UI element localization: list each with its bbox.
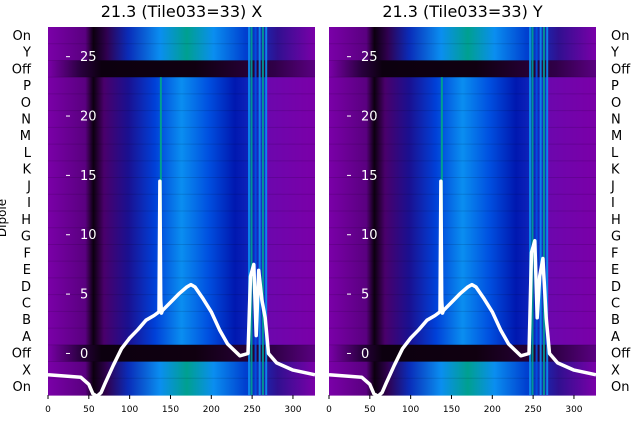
dipole-label: O	[611, 96, 621, 111]
heat-row	[329, 361, 596, 379]
dipole-label: Off	[611, 62, 631, 77]
x-tick-label: 50	[83, 405, 95, 415]
dipole-label: F	[24, 246, 31, 261]
x-tick-label: 300	[565, 405, 582, 415]
panel-title: 21.3 (Tile033=33) X	[101, 2, 263, 21]
dipole-label: Y	[610, 46, 619, 61]
dipole-label: On	[13, 380, 31, 395]
dipole-label: X	[22, 363, 31, 378]
dipole-label: C	[22, 297, 31, 312]
dipole-label: K	[611, 163, 620, 178]
dipole-label: E	[611, 263, 619, 278]
heat-streak	[258, 27, 261, 395]
dipole-label: E	[23, 263, 31, 278]
overlay-tick-label: 10	[361, 228, 378, 243]
y-axis-title: Dipole	[0, 199, 9, 237]
heat-spike	[159, 77, 162, 278]
overlay-tick-label: 15	[361, 169, 378, 184]
x-tick-label: 50	[364, 405, 376, 415]
overlay-tick-label: 10	[80, 228, 97, 243]
x-tick-label: 0	[45, 405, 51, 415]
x-tick-label: 100	[402, 405, 419, 415]
x-tick-label: 300	[284, 405, 301, 415]
heat-streak	[248, 27, 251, 395]
x-tick-label: 200	[484, 405, 501, 415]
heat-tail	[547, 77, 596, 345]
x-tick-label: 150	[443, 405, 460, 415]
dipole-label: N	[21, 113, 31, 128]
dipole-label: M	[20, 129, 31, 144]
heat-streak	[250, 27, 253, 395]
heat-streak	[535, 27, 538, 395]
dipole-label: D	[21, 280, 31, 295]
overlay-tick-label: 25	[361, 50, 378, 65]
left-panel: 21.3 (Tile033=33) XOnYOffPONMLKJIHGFEDCB…	[12, 2, 316, 415]
dipole-label: On	[13, 29, 31, 44]
overlay-tick-label: 0	[80, 347, 88, 362]
dipole-label: H	[21, 213, 31, 228]
dipole-label: G	[21, 230, 31, 245]
overlay-tick-label: 5	[361, 288, 369, 303]
dipole-label: G	[611, 230, 621, 245]
dipole-label: L	[24, 146, 32, 161]
dipole-label: X	[611, 363, 620, 378]
heat-streak	[546, 27, 549, 395]
dipole-label: Y	[22, 46, 31, 61]
dipole-label: Off	[12, 347, 32, 362]
dipole-label: Off	[12, 62, 32, 77]
dipole-label: P	[23, 79, 31, 94]
dipole-label: H	[611, 213, 621, 228]
dipole-label: C	[611, 297, 620, 312]
heat-streak	[265, 27, 268, 395]
overlay-tick-label: 15	[80, 169, 97, 184]
dipole-label: L	[611, 146, 619, 161]
x-tick-label: 0	[326, 405, 332, 415]
dipole-label: Off	[611, 347, 631, 362]
dipole-label: On	[611, 29, 629, 44]
dipole-label: J	[26, 179, 31, 194]
dipole-label: B	[22, 313, 31, 328]
right-panel: 21.3 (Tile033=33) YOnYOffPONMLKJIHGFEDCB…	[326, 2, 631, 415]
heat-row	[48, 361, 315, 379]
x-tick-label: 250	[244, 405, 261, 415]
dipole-label: J	[610, 179, 615, 194]
dipole-label: On	[611, 380, 629, 395]
dipole-label: K	[22, 163, 31, 178]
x-tick-label: 200	[203, 405, 220, 415]
overlay-tick-label: 5	[80, 288, 88, 303]
heat-streak	[542, 27, 545, 395]
dipole-label: P	[611, 79, 619, 94]
x-tick-label: 250	[525, 405, 542, 415]
heat-streak	[539, 27, 542, 395]
heat-row	[329, 27, 596, 45]
heat-streak	[529, 27, 532, 395]
overlay-line	[328, 179, 597, 398]
dipole-label: O	[21, 96, 31, 111]
heat-row	[48, 27, 315, 45]
heat-tail	[266, 77, 315, 345]
dipole-label: M	[611, 129, 622, 144]
dipole-label: A	[611, 330, 620, 345]
dipole-label: A	[22, 330, 31, 345]
overlay-tick-label: 0	[361, 347, 369, 362]
panel-title: 21.3 (Tile033=33) Y	[382, 2, 543, 21]
dipole-label: N	[611, 113, 621, 128]
overlay-line	[47, 179, 316, 398]
dipole-label: B	[611, 313, 620, 328]
dipole-label: D	[611, 280, 621, 295]
x-tick-label: 100	[121, 405, 138, 415]
dipole-label: I	[27, 196, 31, 211]
heat-streak	[261, 27, 264, 395]
overlay-tick-label: 25	[80, 50, 97, 65]
heat-streak	[254, 27, 257, 395]
dipole-label: F	[611, 246, 618, 261]
heat-streak	[531, 27, 534, 395]
overlay-tick-label: 20	[80, 110, 97, 125]
heat-spike	[440, 77, 443, 278]
dipole-label: I	[611, 196, 615, 211]
x-tick-label: 150	[162, 405, 179, 415]
overlay-tick-label: 20	[361, 110, 378, 125]
